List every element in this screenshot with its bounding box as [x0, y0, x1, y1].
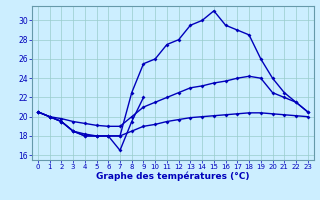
X-axis label: Graphe des températures (°C): Graphe des températures (°C): [96, 172, 250, 181]
